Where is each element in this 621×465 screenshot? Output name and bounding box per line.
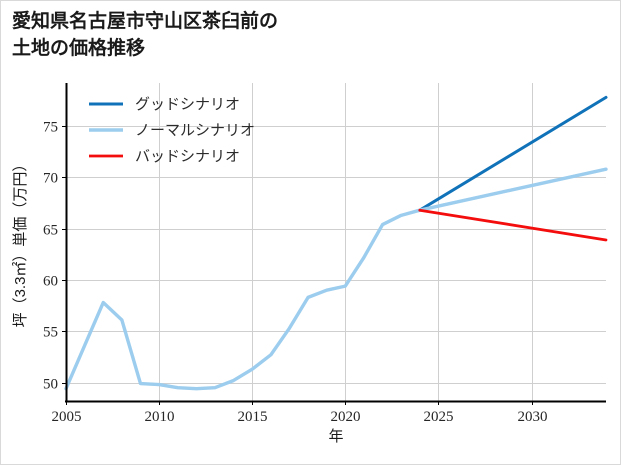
y-tick-label: 55 <box>43 325 58 341</box>
x-tick-label: 2025 <box>424 409 454 425</box>
legend-label: バッドシナリオ <box>135 149 240 165</box>
x-tick-label: 2030 <box>518 409 548 425</box>
axis-titles-layer: 年 坪（3.3㎡）単価（万円） <box>12 157 344 445</box>
series-line-1 <box>418 95 608 212</box>
series-line-3 <box>418 208 608 242</box>
x-tick-label: 2015 <box>238 409 268 425</box>
legend-label: ノーマルシナリオ <box>135 123 255 139</box>
x-axis-title: 年 <box>328 428 343 445</box>
x-tick-label: 2010 <box>145 409 175 425</box>
tick-labels-layer: 50 55 60 65 70 75 2005 2010 2015 2020 2025 2030 <box>43 120 548 426</box>
chart-title: 愛知県名古屋市守山区茶臼前の 土地の価格推移 <box>12 11 279 59</box>
legend-entry: バッドシナリオ <box>89 149 240 165</box>
series-line-2 <box>64 167 608 391</box>
x-tick-label: 2020 <box>331 409 361 425</box>
y-tick-label: 75 <box>43 120 58 136</box>
y-axis-title: 坪（3.3㎡）単価（万円） <box>12 157 29 328</box>
x-tick-label: 2005 <box>52 409 82 425</box>
legend-label: グッドシナリオ <box>135 96 240 113</box>
series-layer <box>64 95 608 391</box>
legend-entry: グッドシナリオ <box>89 96 240 113</box>
y-tick-label: 70 <box>43 171 58 187</box>
axes-layer <box>62 83 606 405</box>
y-tick-label: 65 <box>43 223 58 239</box>
y-tick-label: 50 <box>43 377 58 393</box>
y-tick-label: 60 <box>43 274 58 290</box>
legend-entry: ノーマルシナリオ <box>89 123 255 139</box>
